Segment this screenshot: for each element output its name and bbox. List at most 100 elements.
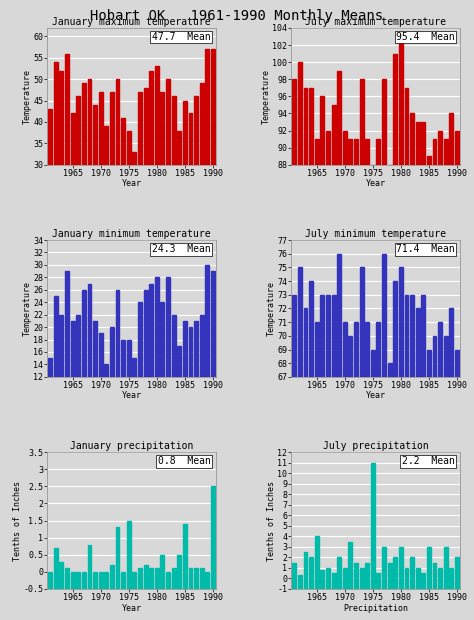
Bar: [388, 563, 392, 589]
Bar: [71, 113, 74, 165]
Text: 24.3  Mean: 24.3 Mean: [152, 244, 210, 254]
Bar: [343, 322, 346, 377]
Bar: [149, 71, 153, 165]
Bar: [320, 294, 324, 377]
Bar: [348, 139, 352, 165]
Bar: [337, 71, 341, 165]
Bar: [332, 574, 336, 589]
Bar: [71, 321, 74, 377]
Bar: [410, 294, 414, 377]
Bar: [360, 267, 364, 377]
Bar: [455, 350, 459, 377]
Bar: [200, 84, 204, 165]
Bar: [189, 327, 192, 377]
Bar: [166, 79, 170, 165]
Bar: [99, 334, 103, 377]
Bar: [449, 568, 453, 589]
Y-axis label: Tenths of Inches: Tenths of Inches: [267, 480, 276, 560]
Bar: [337, 557, 341, 589]
Bar: [393, 53, 397, 165]
Bar: [371, 463, 375, 589]
Bar: [93, 321, 97, 377]
Bar: [200, 569, 204, 589]
Bar: [309, 557, 313, 589]
Bar: [76, 315, 80, 377]
Bar: [449, 113, 453, 165]
Bar: [444, 139, 448, 165]
Bar: [59, 315, 64, 377]
Bar: [138, 569, 142, 589]
Bar: [54, 548, 58, 589]
Bar: [99, 572, 103, 589]
Bar: [427, 350, 431, 377]
Bar: [110, 565, 114, 589]
Bar: [449, 308, 453, 377]
Bar: [343, 131, 346, 165]
Text: 2.2  Mean: 2.2 Mean: [402, 456, 455, 466]
Bar: [315, 322, 319, 377]
Bar: [354, 322, 358, 377]
Bar: [332, 294, 336, 377]
Bar: [138, 92, 142, 165]
Bar: [104, 126, 108, 165]
Bar: [183, 524, 187, 589]
Bar: [421, 294, 425, 377]
Bar: [360, 568, 364, 589]
Bar: [376, 139, 381, 165]
Text: Hobart OK   1961-1990 Monthly Means: Hobart OK 1961-1990 Monthly Means: [91, 9, 383, 24]
Bar: [132, 358, 137, 377]
Bar: [332, 105, 336, 165]
Bar: [189, 569, 192, 589]
Bar: [194, 569, 198, 589]
Bar: [166, 277, 170, 377]
Bar: [326, 131, 330, 165]
Bar: [298, 575, 302, 589]
Bar: [54, 296, 58, 377]
Bar: [315, 139, 319, 165]
Bar: [337, 254, 341, 377]
Bar: [348, 542, 352, 589]
Bar: [205, 265, 209, 377]
Bar: [132, 152, 137, 165]
Bar: [127, 340, 131, 377]
Bar: [144, 88, 147, 165]
Bar: [438, 322, 442, 377]
Bar: [309, 281, 313, 377]
Bar: [48, 109, 52, 165]
Bar: [177, 131, 181, 165]
Bar: [211, 486, 215, 589]
Bar: [82, 572, 86, 589]
Title: July maximum temperature: July maximum temperature: [305, 17, 446, 27]
Bar: [320, 570, 324, 589]
Bar: [399, 267, 403, 377]
Bar: [416, 122, 419, 165]
Bar: [177, 346, 181, 377]
Text: 47.7  Mean: 47.7 Mean: [152, 32, 210, 42]
Bar: [427, 156, 431, 165]
Bar: [303, 308, 308, 377]
Bar: [127, 521, 131, 589]
Title: January precipitation: January precipitation: [70, 441, 193, 451]
Bar: [82, 290, 86, 377]
Bar: [183, 321, 187, 377]
Bar: [354, 139, 358, 165]
Bar: [388, 363, 392, 377]
Bar: [416, 308, 419, 377]
Bar: [444, 336, 448, 377]
Bar: [149, 283, 153, 377]
Bar: [88, 79, 91, 165]
Bar: [320, 96, 324, 165]
Bar: [410, 557, 414, 589]
Bar: [354, 563, 358, 589]
Bar: [194, 96, 198, 165]
Bar: [82, 84, 86, 165]
X-axis label: Precipitation: Precipitation: [343, 603, 408, 613]
Bar: [444, 547, 448, 589]
Bar: [292, 79, 296, 165]
Bar: [93, 572, 97, 589]
Bar: [376, 322, 381, 377]
Bar: [132, 572, 137, 589]
Bar: [298, 267, 302, 377]
Bar: [205, 572, 209, 589]
Y-axis label: Temperature: Temperature: [267, 281, 276, 336]
